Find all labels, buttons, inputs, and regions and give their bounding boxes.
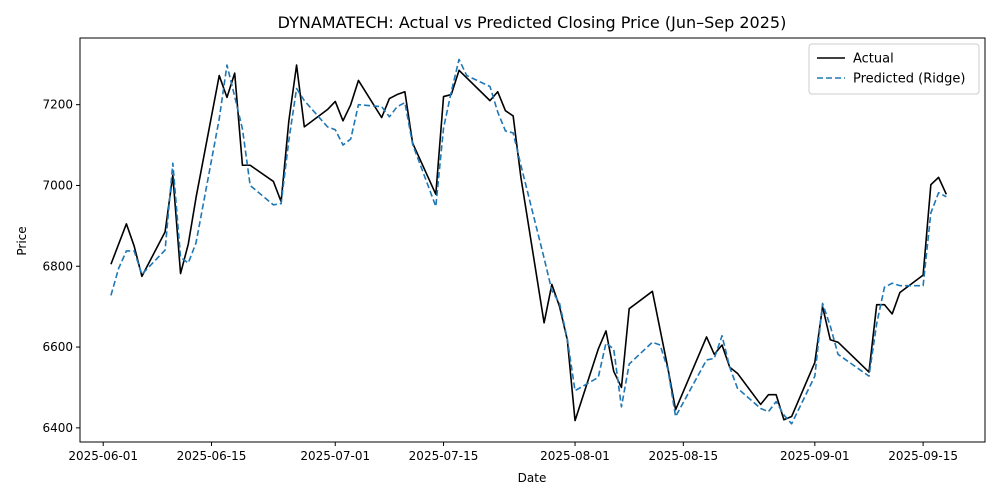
x-tick-label: 2025-07-15 — [409, 449, 479, 463]
series-line-predicted — [110, 58, 947, 425]
legend: Actual Predicted (Ridge) — [808, 43, 980, 95]
y-axis-label: Price — [15, 226, 29, 255]
x-tick-label: 2025-06-15 — [177, 449, 247, 463]
y-tick-label: 6400 — [42, 421, 73, 435]
x-tick-label: 2025-08-01 — [540, 449, 610, 463]
chart-title: DYNAMATECH: Actual vs Predicted Closing … — [278, 13, 787, 32]
x-tick-label: 2025-06-01 — [68, 449, 138, 463]
x-tick-label: 2025-09-15 — [888, 449, 958, 463]
x-tick-label: 2025-09-01 — [780, 449, 850, 463]
x-tick-label: 2025-08-15 — [648, 449, 718, 463]
x-axis-label: Date — [518, 471, 547, 485]
y-tick-label: 6600 — [42, 340, 73, 354]
y-tick-label: 7000 — [42, 178, 73, 192]
plot-area: 2025-06-01 2025-06-15 2025-07-01 2025-07-15… — [42, 37, 986, 463]
legend-box — [808, 43, 980, 95]
y-tick-label: 7200 — [42, 98, 73, 112]
series-line-actual — [110, 64, 948, 422]
axes-frame — [79, 37, 986, 443]
x-tick-label: 2025-07-01 — [300, 449, 370, 463]
legend-entry-label: Predicted (Ridge) — [853, 72, 965, 87]
y-tick-label: 6800 — [42, 259, 73, 273]
legend-entry-label: Actual — [853, 52, 894, 67]
